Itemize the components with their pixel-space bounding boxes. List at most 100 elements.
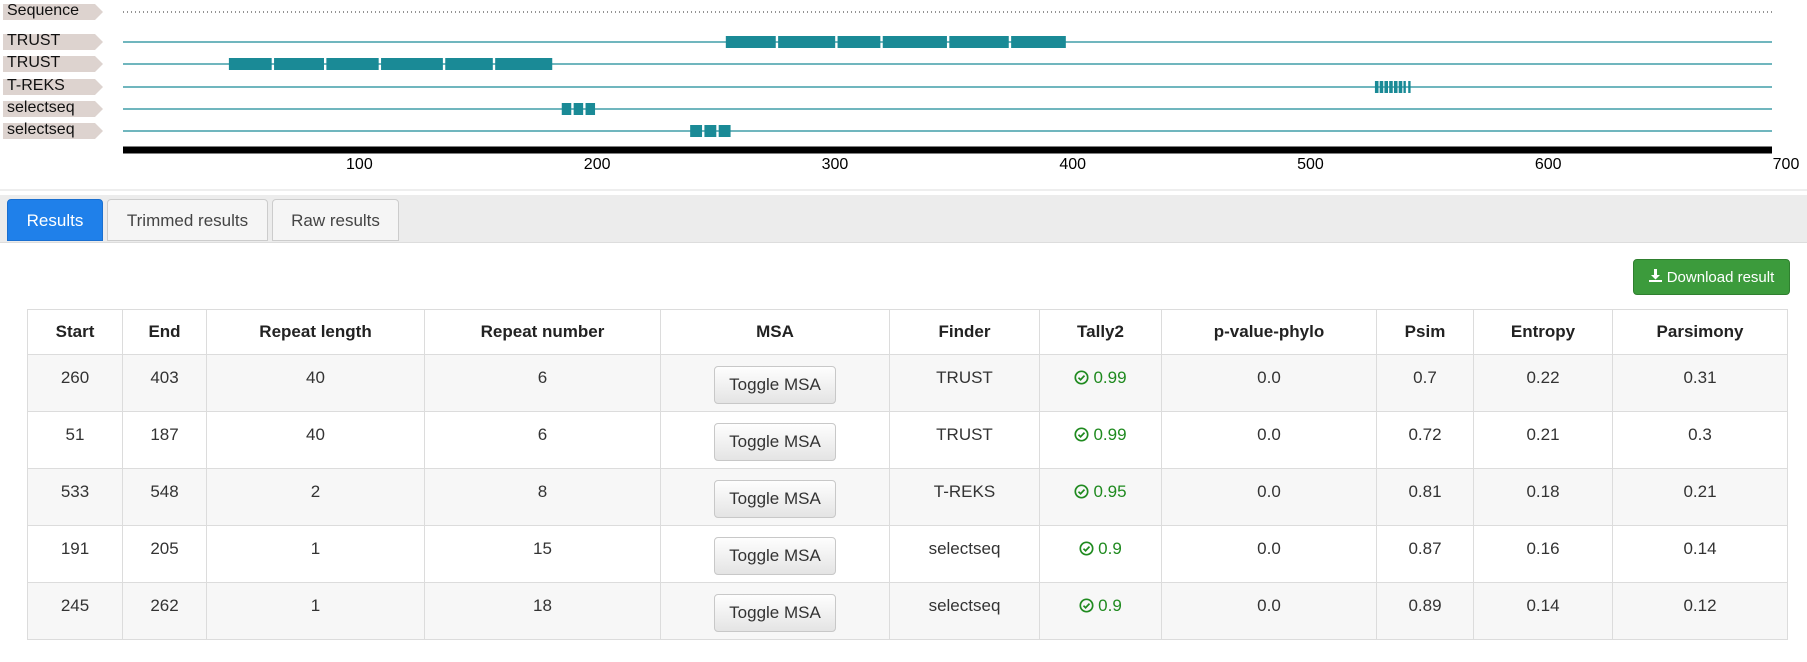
result-tabs: Results Trimmed results Raw results (0, 195, 1807, 243)
cell-repeat-number: 18 (424, 582, 661, 640)
track-label-text: T-REKS (7, 77, 65, 94)
repeat-segment[interactable] (1011, 36, 1066, 48)
tally2-value: 0.95 (1074, 482, 1127, 501)
axis-tick-label: 200 (584, 156, 611, 173)
repeat-segment[interactable] (381, 58, 443, 70)
cell-finder: selectseq (889, 582, 1040, 640)
repeat-segment[interactable] (725, 36, 776, 48)
header-parsimony[interactable]: Parsimony (1612, 309, 1788, 355)
track-label-tag (3, 101, 103, 117)
track-label-text: TRUST (7, 54, 61, 71)
repeat-segment[interactable] (690, 125, 703, 137)
cell-psim: 0.87 (1376, 525, 1474, 583)
repeat-segment[interactable] (495, 58, 553, 70)
repeat-segment[interactable] (585, 103, 596, 115)
tracks-canvas[interactable]: 100 200 300 400 500 600 700 (0, 0, 1807, 192)
header-msa[interactable]: MSA (660, 309, 890, 355)
header-start[interactable]: Start (27, 309, 123, 355)
download-result-button[interactable]: Download result (1633, 259, 1790, 295)
axis-tick-label: 300 (822, 156, 849, 173)
table-row: 245 262 1 18 Toggle MSA selectseq 0.9 0.0 0.89 0.… (27, 582, 1788, 640)
header-psim[interactable]: Psim (1376, 309, 1474, 355)
toggle-msa-button[interactable]: Toggle MSA (714, 423, 836, 461)
cell-finder: TRUST (889, 411, 1040, 469)
repeat-segment[interactable] (1408, 81, 1411, 93)
check-circle-icon (1074, 370, 1089, 385)
repeat-segment[interactable] (1379, 81, 1384, 93)
tab-results[interactable]: Results (7, 199, 103, 241)
cell-msa: Toggle MSA (660, 354, 890, 412)
toggle-msa-button[interactable]: Toggle MSA (714, 594, 836, 632)
track-label-text: selectseq (7, 121, 75, 138)
cell-tally2: 0.95 (1039, 468, 1162, 526)
repeat-segment[interactable] (837, 36, 881, 48)
track-label: TRUST (3, 32, 110, 52)
cell-finder: TRUST (889, 354, 1040, 412)
tally2-value: 0.9 (1079, 596, 1122, 615)
cell-repeat-number: 6 (424, 411, 661, 469)
header-end[interactable]: End (122, 309, 207, 355)
repeat-segment[interactable] (704, 125, 717, 137)
check-circle-icon (1079, 541, 1094, 556)
cell-parsimony: 0.14 (1612, 525, 1788, 583)
repeat-segment[interactable] (1398, 81, 1403, 93)
cell-end: 548 (122, 468, 207, 526)
cell-psim: 0.7 (1376, 354, 1474, 412)
repeat-segment[interactable] (445, 58, 493, 70)
cell-entropy: 0.18 (1473, 468, 1613, 526)
header-p-value-phylo[interactable]: p-value-phylo (1161, 309, 1377, 355)
cell-end: 403 (122, 354, 207, 412)
cell-end: 205 (122, 525, 207, 583)
repeat-segment[interactable] (274, 58, 324, 70)
header-finder[interactable]: Finder (889, 309, 1040, 355)
feature-viewer[interactable]: Sequence TRUST TRUST T-REKS selectseq selects… (0, 0, 1807, 192)
repeat-segment[interactable] (561, 103, 572, 115)
cell-tally2: 0.99 (1039, 411, 1162, 469)
check-circle-icon (1074, 484, 1089, 499)
toggle-msa-button[interactable]: Toggle MSA (714, 366, 836, 404)
repeat-segment[interactable] (573, 103, 584, 115)
cell-msa: Toggle MSA (660, 525, 890, 583)
cell-repeat-length: 1 (206, 525, 425, 583)
repeat-segment[interactable] (326, 58, 379, 70)
header-repeat-number[interactable]: Repeat number (424, 309, 661, 355)
repeat-segment[interactable] (778, 36, 836, 48)
check-circle-icon (1074, 427, 1089, 442)
track-label-text: TRUST (7, 32, 61, 49)
table-row: 191 205 1 15 Toggle MSA selectseq 0.9 0.0 0.87 0.… (27, 525, 1788, 583)
repeat-segment[interactable] (1389, 81, 1393, 93)
repeat-segment[interactable] (228, 58, 272, 70)
tally2-value: 0.99 (1074, 425, 1127, 444)
repeat-segment[interactable] (1384, 81, 1389, 93)
toggle-msa-button[interactable]: Toggle MSA (714, 537, 836, 575)
header-tally2[interactable]: Tally2 (1039, 309, 1162, 355)
repeat-segment[interactable] (882, 36, 947, 48)
axis-tick-label: 700 (1773, 156, 1800, 173)
cell-entropy: 0.22 (1473, 354, 1613, 412)
table-header-row: Start End Repeat length Repeat number MS… (27, 309, 1788, 355)
repeat-segment[interactable] (949, 36, 1009, 48)
repeat-segment[interactable] (1374, 81, 1379, 93)
download-icon (1649, 261, 1663, 295)
toggle-msa-button[interactable]: Toggle MSA (714, 480, 836, 518)
tally2-text: 0.9 (1098, 539, 1122, 558)
track-label-tag (3, 4, 103, 20)
repeat-segment[interactable] (1403, 81, 1406, 93)
header-repeat-length[interactable]: Repeat length (206, 309, 425, 355)
track-label: Sequence (3, 2, 110, 22)
cell-finder: selectseq (889, 525, 1040, 583)
tally2-value: 0.9 (1079, 539, 1122, 558)
track-label-tag (3, 56, 103, 72)
table-row: 260 403 40 6 Toggle MSA TRUST 0.99 0.0 0.7 0.22 0.… (27, 354, 1788, 412)
cell-finder: T-REKS (889, 468, 1040, 526)
cell-repeat-length: 2 (206, 468, 425, 526)
cell-repeat-length: 1 (206, 582, 425, 640)
repeat-segment[interactable] (1393, 81, 1398, 93)
header-entropy[interactable]: Entropy (1473, 309, 1613, 355)
repeat-segment[interactable] (718, 125, 731, 137)
tab-raw-results[interactable]: Raw results (272, 199, 399, 241)
cell-tally2: 0.9 (1039, 525, 1162, 583)
axis-tick-label: 500 (1297, 156, 1324, 173)
tab-trimmed-results[interactable]: Trimmed results (107, 199, 268, 241)
cell-parsimony: 0.21 (1612, 468, 1788, 526)
